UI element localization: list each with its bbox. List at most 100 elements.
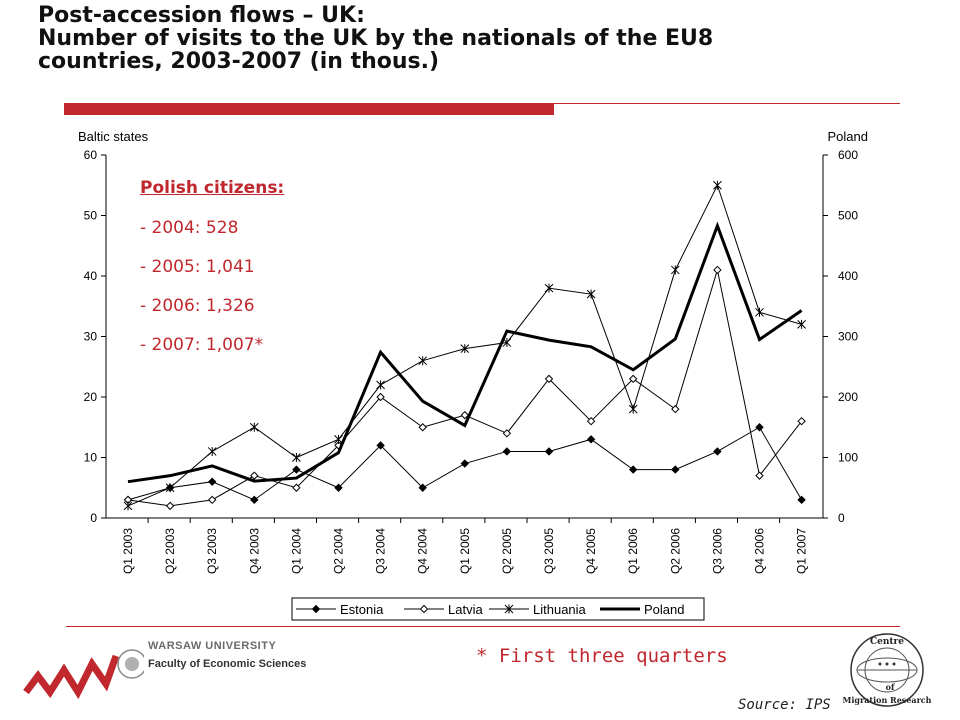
faculty-name: Faculty of Economic Sciences — [148, 658, 307, 670]
x-tick-label: Q4 2005 — [584, 528, 598, 574]
title-accent-bar — [64, 103, 554, 115]
university-name: WARSAW UNIVERSITY — [148, 640, 277, 652]
x-tick-label: Q2 2004 — [332, 528, 346, 574]
data-point-estonia — [250, 495, 259, 505]
data-point-lithuania — [418, 356, 428, 366]
x-tick-label: Q4 2003 — [247, 528, 261, 574]
title-line-1: Post-accession flows – UK: — [38, 3, 365, 28]
data-point-lithuania — [544, 283, 554, 293]
x-tick-label: Q2 2003 — [163, 528, 177, 574]
data-point-estonia — [586, 435, 596, 444]
data-point-estonia — [418, 483, 427, 492]
data-point-lithuania — [165, 483, 175, 493]
left-tick-label: 40 — [84, 269, 98, 283]
data-point-estonia — [544, 447, 554, 456]
data-point-latvia — [207, 495, 217, 505]
data-point-latvia — [671, 404, 680, 414]
warsaw-university-logo: WARSAW UNIVERSITY Faculty of Economic Sc… — [20, 634, 320, 700]
data-point-estonia — [292, 465, 301, 474]
data-point-latvia — [755, 471, 764, 480]
data-point-latvia — [376, 392, 385, 402]
legend-marker-latvia — [419, 604, 429, 614]
data-point-latvia — [713, 265, 722, 275]
cmr-bottom-text: Migration Research — [843, 695, 932, 705]
data-point-lithuania — [207, 446, 217, 456]
data-point-latvia — [460, 410, 470, 420]
data-point-latvia — [418, 423, 427, 432]
data-point-latvia — [165, 501, 175, 511]
data-point-latvia — [250, 471, 259, 480]
left-axis-title: Baltic states — [78, 129, 149, 144]
right-tick-label: 300 — [838, 330, 858, 344]
migration-research-logo: Centre of Migration Research — [843, 633, 932, 707]
data-point-lithuania — [670, 265, 680, 275]
title-line-2: Number of visits to the UK by the nation… — [38, 26, 714, 51]
data-point-lithuania — [292, 453, 301, 462]
left-tick-label: 60 — [84, 148, 98, 162]
data-point-lithuania — [628, 404, 638, 414]
legend-label-lithuania: Lithuania — [533, 602, 587, 617]
data-point-estonia — [671, 465, 680, 474]
page-title: Post-accession flows – UK: Number of vis… — [38, 4, 938, 73]
right-tick-label: 200 — [838, 390, 858, 404]
source-note: Source: IPS — [738, 697, 831, 713]
data-point-lithuania — [797, 319, 806, 329]
x-tick-label: Q3 2004 — [374, 528, 388, 574]
x-tick-label: Q4 2006 — [753, 528, 767, 574]
callout-item-2006: - 2006: 1,326 — [140, 296, 255, 316]
callout-item-2007: - 2007: 1,007* — [140, 335, 264, 355]
data-point-latvia — [797, 416, 806, 426]
x-tick-label: Q3 2005 — [542, 528, 556, 574]
data-point-estonia — [334, 483, 343, 492]
right-tick-label: 400 — [838, 269, 858, 283]
data-point-latvia — [544, 374, 554, 384]
right-tick-label: 500 — [838, 209, 858, 223]
x-tick-label: Q3 2006 — [710, 528, 724, 574]
x-tick-label: Q1 2007 — [795, 528, 809, 574]
legend-label-latvia: Latvia — [448, 602, 483, 617]
x-tick-label: Q3 2003 — [205, 528, 219, 574]
data-point-lithuania — [123, 501, 133, 511]
title-line-3: countries, 2003-2007 (in thous.) — [38, 49, 440, 74]
data-point-latvia — [502, 429, 512, 438]
data-point-estonia — [207, 477, 217, 486]
left-tick-label: 0 — [90, 511, 97, 525]
legend-label-estonia: Estonia — [340, 602, 384, 617]
right-tick-label: 600 — [838, 148, 858, 162]
data-point-estonia — [502, 447, 512, 456]
callout-heading: Polish citizens: — [140, 178, 285, 198]
callout-item-2004: - 2004: 528 — [140, 218, 239, 238]
data-point-lithuania — [334, 434, 343, 444]
data-point-estonia — [755, 423, 764, 432]
footer-divider — [66, 626, 900, 627]
right-axis-title: Poland — [828, 129, 868, 144]
x-tick-label: Q2 2005 — [500, 528, 514, 574]
series-line-poland — [127, 221, 803, 484]
data-point-lithuania — [713, 180, 722, 190]
title-accent-line — [554, 103, 900, 104]
x-tick-label: Q2 2006 — [668, 528, 682, 574]
x-tick-label: Q1 2003 — [121, 528, 135, 574]
footnote: * First three quarters — [476, 645, 728, 667]
left-tick-label: 30 — [84, 330, 98, 344]
cmr-of-text: of — [886, 682, 895, 692]
legend-label-poland: Poland — [644, 602, 684, 617]
right-tick-label: 100 — [838, 451, 858, 465]
data-point-latvia — [292, 483, 301, 492]
data-point-lithuania — [755, 307, 764, 317]
data-point-estonia — [797, 495, 806, 505]
data-point-lithuania — [249, 422, 259, 432]
data-point-estonia — [376, 441, 385, 450]
x-tick-label: Q1 2005 — [458, 528, 472, 574]
data-point-lithuania — [460, 344, 470, 354]
left-tick-label: 20 — [84, 390, 98, 404]
polish-citizens-callout: Polish citizens: - 2004: 528 - 2005: 1,0… — [132, 170, 337, 370]
left-tick-label: 10 — [84, 451, 98, 465]
data-point-latvia — [628, 374, 638, 384]
legend-marker-lithuania — [504, 604, 514, 614]
x-tick-label: Q1 2006 — [626, 528, 640, 574]
right-tick-label: 0 — [838, 511, 845, 525]
data-point-estonia — [628, 465, 638, 474]
legend-marker-estonia — [311, 604, 321, 614]
